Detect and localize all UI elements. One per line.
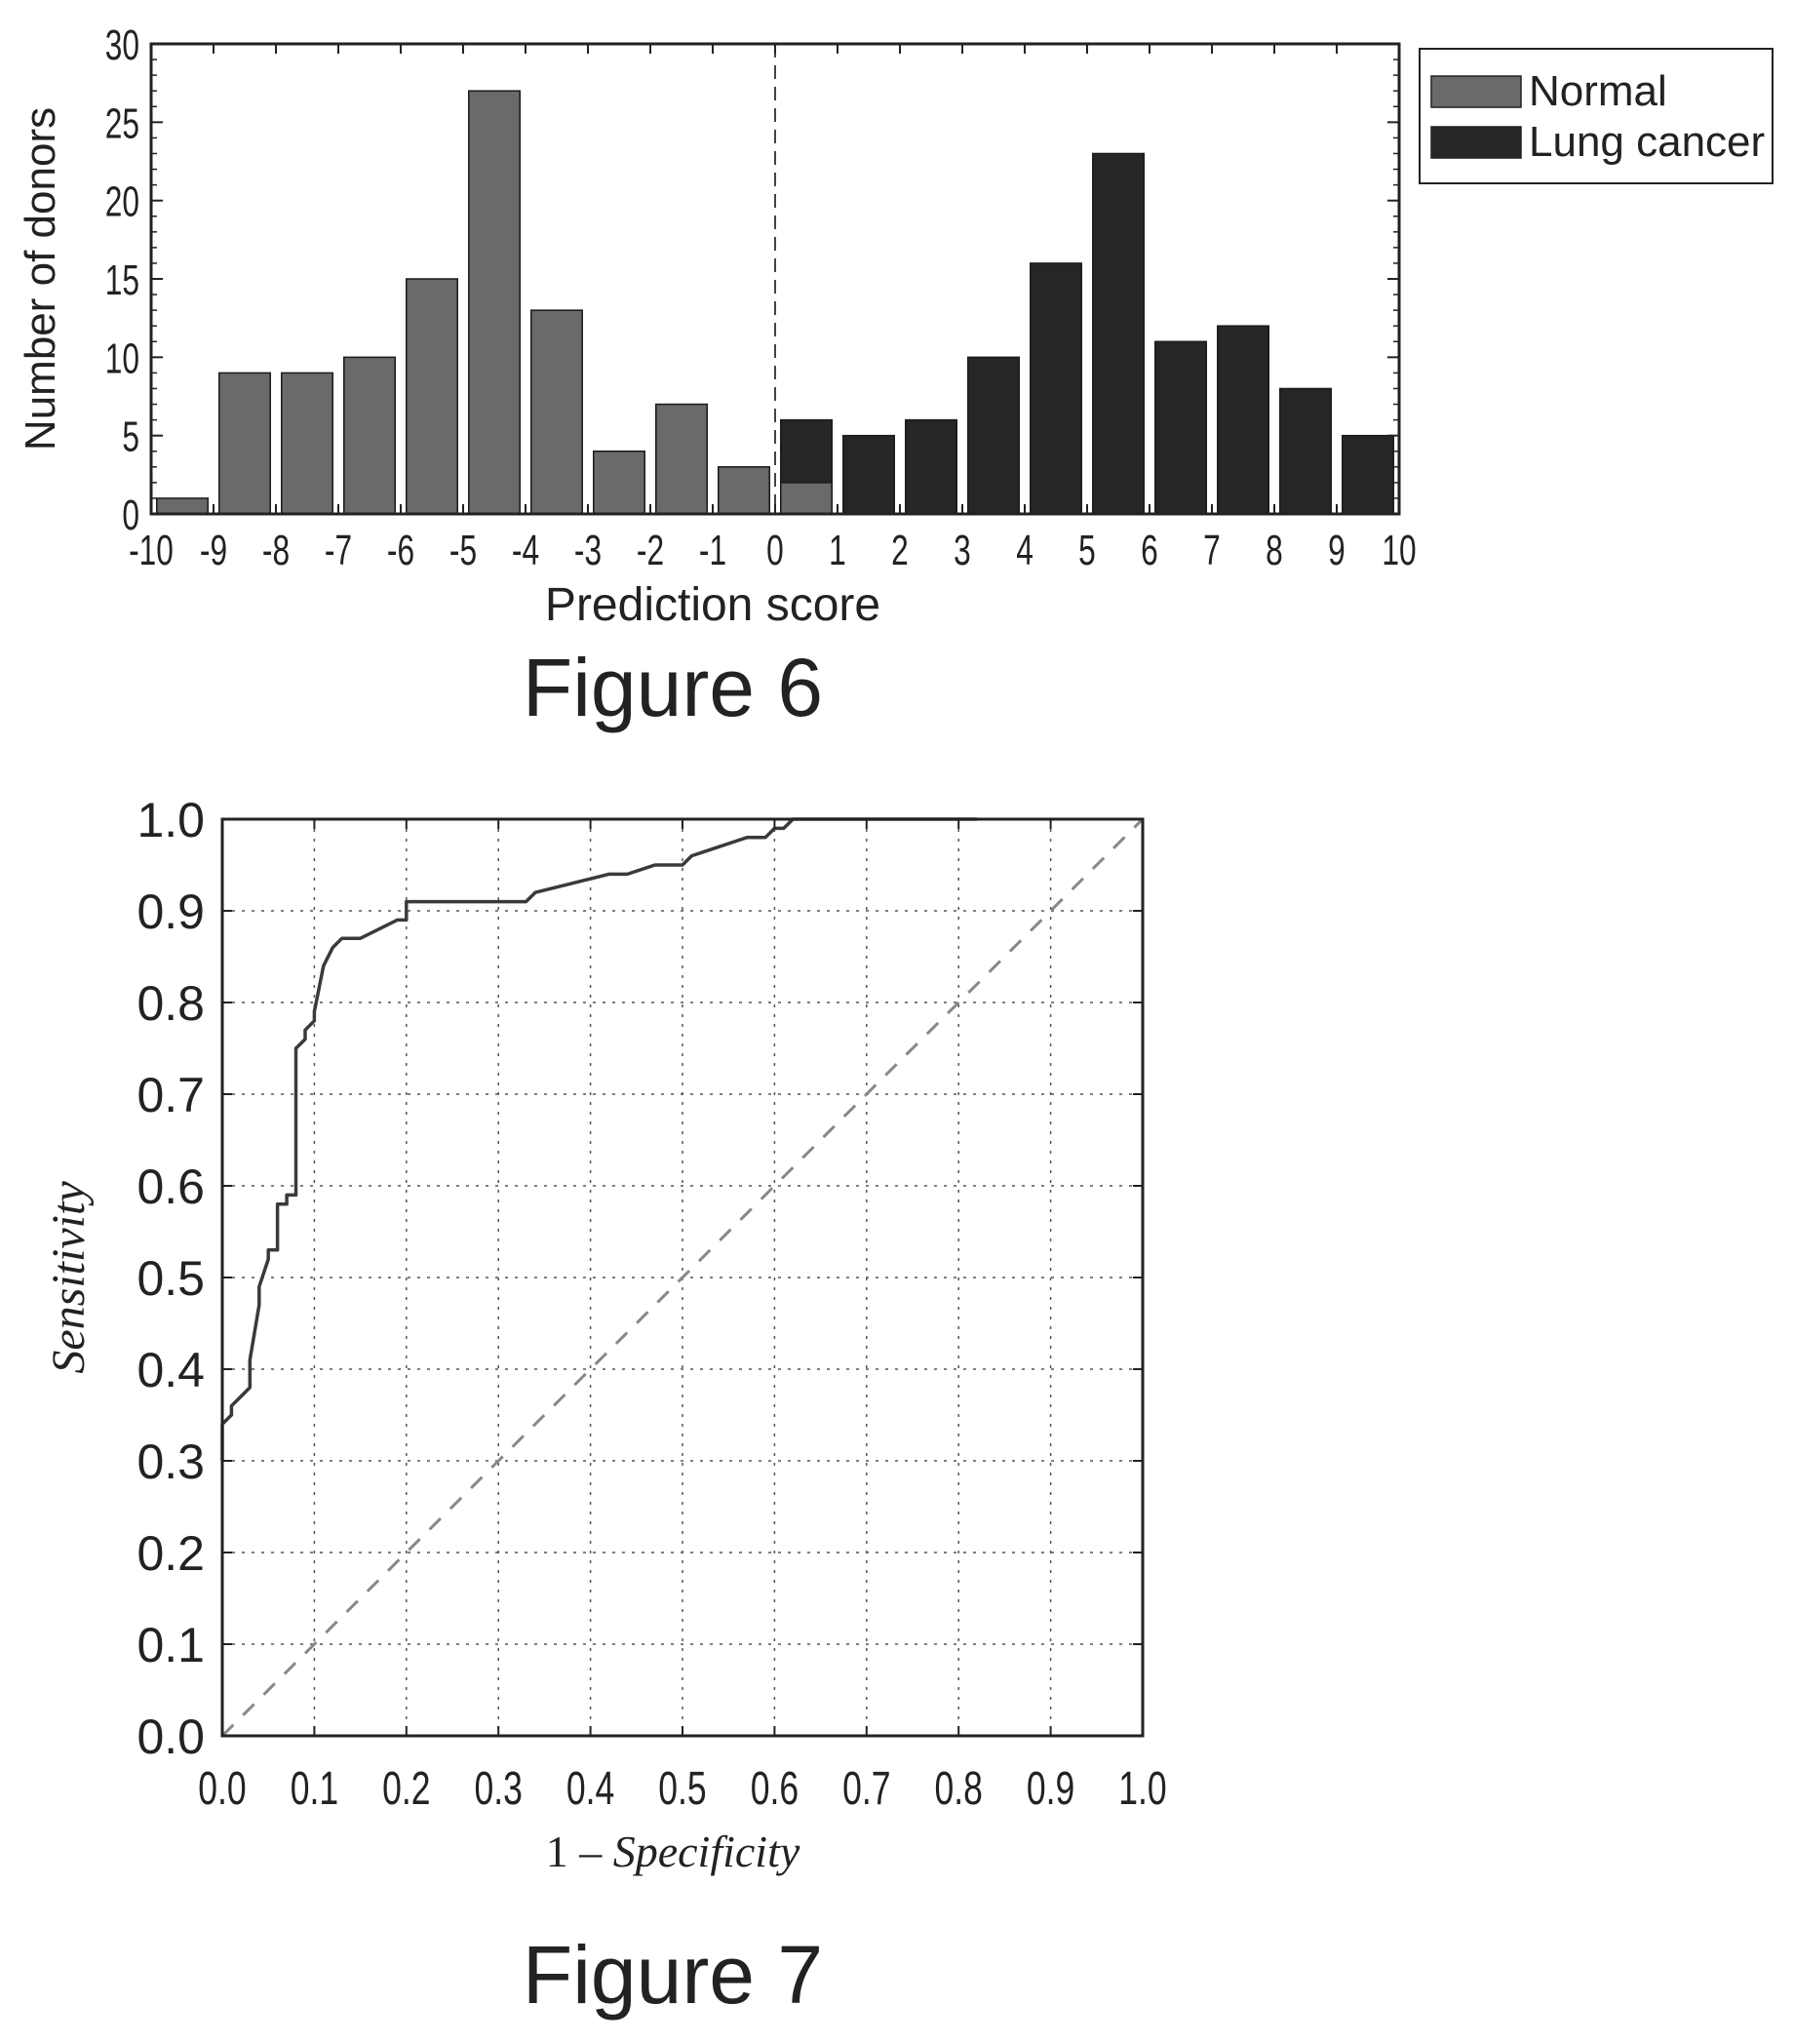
roc-chart: 0.0 0.1 0.2 0.3 0.4 0.5 0.6 0.7 0.8 0.9 1.0 0.0 0.1 0… — [43, 793, 1167, 2021]
y-tick-label: 0 — [122, 491, 139, 539]
x-tick-label: 3 — [954, 527, 971, 574]
x-tick-label: 1 — [829, 527, 846, 574]
x-tick-label: -10 — [129, 527, 174, 574]
roc-y-tick-label: 0.9 — [136, 884, 205, 939]
histogram-ticks: -10 -9 -8 -7 -6 -5 -4 -3 -2 -1 0 1 2 3 4 5 6 7 8 9 100510152… — [105, 21, 1417, 574]
x-tick-label: -4 — [512, 527, 539, 574]
histogram-legend: Normal Lung cancer — [1419, 48, 1774, 184]
roc-y-tick-label: 0.1 — [136, 1618, 205, 1672]
histogram-y-axis-label: Number of donors — [17, 107, 64, 451]
x-tick-label: 10 — [1382, 527, 1416, 574]
x-tick-label: 9 — [1328, 527, 1346, 574]
x-tick-label: -2 — [637, 527, 664, 574]
y-tick-label: 20 — [105, 178, 139, 226]
normal-bar — [530, 309, 583, 515]
roc-x-tick-label: 1.0 — [1118, 1762, 1166, 1814]
y-tick-label: 15 — [105, 256, 139, 304]
x-tick-label: 2 — [891, 527, 909, 574]
x-tick-label: -7 — [325, 527, 352, 574]
x-tick-label: 7 — [1203, 527, 1221, 574]
x-tick-label: -8 — [262, 527, 290, 574]
roc-y-tick-label: 0.5 — [136, 1251, 205, 1306]
x-tick-label: 6 — [1141, 527, 1158, 574]
x-tick-label: 8 — [1266, 527, 1283, 574]
lung-cancer-bar — [1030, 262, 1082, 515]
roc-x-tick-label: 0.6 — [751, 1762, 799, 1814]
normal-bar — [655, 403, 708, 515]
normal-bar — [468, 90, 521, 515]
normal-bar — [593, 450, 645, 515]
legend-label-normal: Normal — [1529, 67, 1667, 115]
x-tick-label: -5 — [449, 527, 477, 574]
roc-grid — [222, 819, 1143, 1736]
roc-curve — [220, 817, 978, 1461]
x-tick-label: -3 — [574, 527, 602, 574]
roc-y-tick-label: 1.0 — [136, 793, 205, 847]
roc-x-axis-label-italic: Specificity — [613, 1827, 800, 1876]
lung-cancer-bar — [905, 418, 957, 515]
figure-7-caption: Figure 7 — [523, 1929, 823, 2021]
normal-bar — [780, 482, 833, 515]
figure-6-caption: Figure 6 — [523, 642, 823, 733]
lung-cancer-bar — [1154, 340, 1207, 515]
y-tick-label: 5 — [122, 413, 139, 461]
histogram-bars — [156, 90, 1394, 515]
x-tick-label: 0 — [766, 527, 784, 574]
roc-y-tick-label: 0.2 — [136, 1526, 205, 1581]
normal-bar — [343, 356, 396, 515]
x-tick-label: 4 — [1016, 527, 1034, 574]
roc-y-tick-label: 0.7 — [136, 1068, 205, 1122]
lung-cancer-bar — [1342, 434, 1394, 515]
histogram-x-axis-label: Prediction score — [545, 579, 880, 631]
y-tick-label: 30 — [105, 21, 139, 69]
x-tick-label: -1 — [699, 527, 726, 574]
x-tick-label: -6 — [387, 527, 414, 574]
legend-label-lung-cancer: Lung cancer — [1529, 118, 1765, 166]
roc-x-tick-label: 0.7 — [842, 1762, 890, 1814]
legend-swatch-normal — [1430, 75, 1522, 108]
normal-bar — [406, 278, 458, 515]
roc-x-tick-label: 0.9 — [1027, 1762, 1074, 1814]
roc-y-tick-label: 0.3 — [136, 1435, 205, 1489]
roc-ticks: 0.0 0.1 0.2 0.3 0.4 0.5 0.6 0.7 0.8 0.9 1.0 0.0 0.1 0… — [136, 793, 1166, 1814]
legend-swatch-lung-cancer — [1430, 126, 1522, 159]
roc-y-tick-label: 0.8 — [136, 976, 205, 1031]
roc-y-tick-label: 0.6 — [136, 1160, 205, 1214]
roc-y-tick-label: 0.4 — [136, 1343, 205, 1397]
roc-x-tick-label: 0.1 — [291, 1762, 338, 1814]
roc-chance-diagonal — [220, 817, 1145, 1738]
legend-frame — [1419, 48, 1774, 184]
roc-x-tick-label: 0.4 — [566, 1762, 614, 1814]
lung-cancer-bar — [842, 434, 895, 515]
y-tick-label: 10 — [105, 334, 139, 382]
roc-y-axis-label: Sensitivity — [43, 1181, 95, 1374]
lung-cancer-bar — [1279, 387, 1332, 515]
normal-bar — [156, 497, 209, 515]
normal-bar — [218, 372, 271, 515]
roc-x-tick-label: 0.5 — [658, 1762, 706, 1814]
histogram-chart: -10 -9 -8 -7 -6 -5 -4 -3 -2 -1 0 1 2 3 4 5 6 7 8 9 100510152… — [17, 21, 1774, 733]
roc-x-tick-label: 0.2 — [382, 1762, 430, 1814]
lung-cancer-bar — [967, 356, 1020, 515]
y-tick-label: 25 — [105, 99, 139, 147]
lung-cancer-bar — [1092, 152, 1145, 515]
normal-bar — [718, 466, 770, 515]
roc-y-tick-label: 0.0 — [136, 1710, 205, 1764]
x-tick-label: -9 — [200, 527, 227, 574]
roc-x-axis-label-prefix: 1 – — [546, 1827, 613, 1876]
x-tick-label: 5 — [1078, 527, 1096, 574]
roc-x-tick-label: 0.3 — [475, 1762, 523, 1814]
normal-bar — [281, 372, 333, 515]
lung-cancer-bar — [1217, 325, 1269, 515]
roc-x-tick-label: 0.0 — [198, 1762, 246, 1814]
roc-x-tick-label: 0.8 — [935, 1762, 983, 1814]
roc-x-axis-label: 1 – Specificity — [546, 1827, 800, 1876]
